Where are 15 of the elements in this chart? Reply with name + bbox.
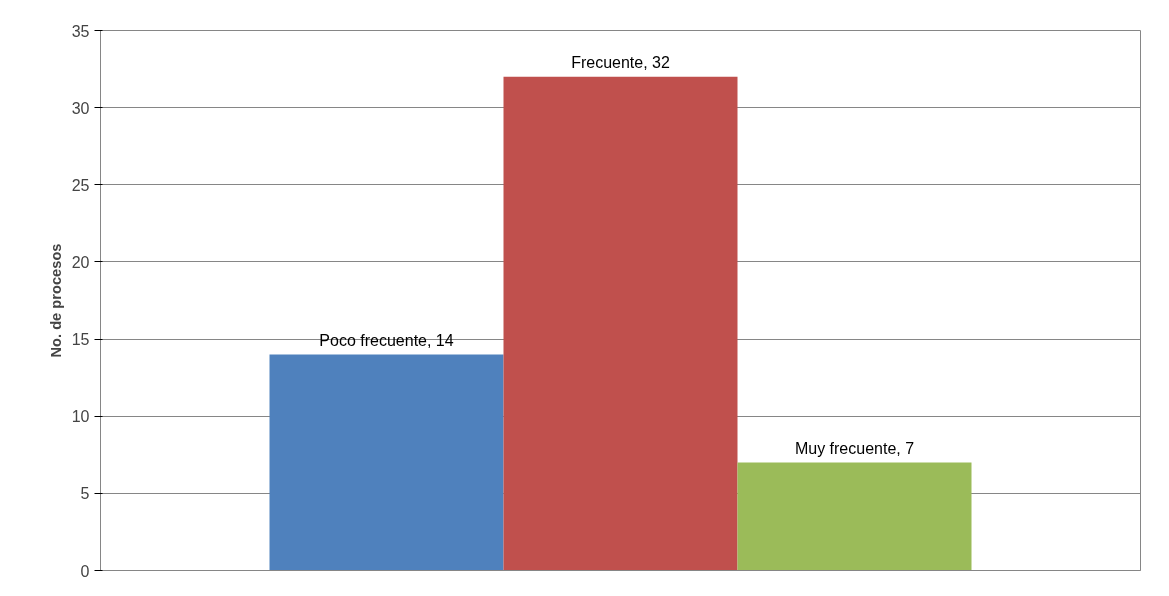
y-tick-label: 30 — [71, 99, 90, 117]
data-label: Poco frecuente, 14 — [319, 331, 454, 349]
y-tick-label: 5 — [80, 485, 90, 503]
bar — [269, 354, 504, 571]
data-label: Muy frecuente, 7 — [794, 439, 915, 457]
y-axis-title: No. de procesos — [47, 243, 64, 358]
y-tick-label: 35 — [71, 22, 90, 40]
y-tick-label: 0 — [80, 562, 90, 580]
y-tick-label: 15 — [71, 331, 90, 349]
data-label: Frecuente, 32 — [571, 53, 670, 71]
bar — [503, 76, 738, 571]
y-tick-label: 10 — [71, 408, 90, 426]
bar — [737, 462, 972, 571]
y-tick-label: 25 — [71, 176, 90, 194]
y-tick-label: 20 — [71, 253, 90, 271]
